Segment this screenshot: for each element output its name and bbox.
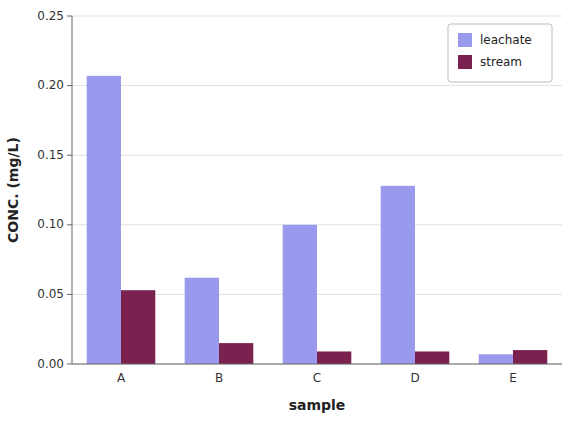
y-tick-label: 0.25 [37,9,64,23]
bar [87,76,121,364]
legend: leachate stream [448,24,552,82]
x-tick-label: A [117,371,126,385]
legend-label: stream [480,55,522,69]
tick-mark [67,16,72,17]
bar [185,278,219,364]
y-tick-label: 0.15 [37,148,64,162]
grid-line [72,85,562,86]
tick-mark [67,85,72,86]
y-axis-label: CONC. (mg/L) [5,137,21,243]
tick-mark [67,224,72,225]
x-axis-line [72,364,562,365]
x-tick-label: E [509,371,517,385]
chart: 0.00 0.05 0.10 0.15 0.20 0.25 A B C D Esample CONC.… [0,0,578,422]
bar [121,290,155,364]
legend-label: leachate [480,33,532,47]
y-tick-label: 0.10 [37,217,64,231]
bar [317,351,351,364]
bar [479,354,513,364]
y-tick-label: 0.20 [37,78,64,92]
tick-mark [67,155,72,156]
y-tick-label: 0.00 [37,357,64,371]
grid-line [72,364,562,365]
tick-mark [67,364,72,365]
grid-line [72,16,562,17]
x-tick-label: C [313,371,321,385]
bar [513,350,547,364]
bar [381,186,415,364]
bar [415,351,449,364]
legend-swatch [458,55,472,69]
x-tick-label: D [410,371,419,385]
y-tick-label: 0.05 [37,287,64,301]
legend-swatch [458,33,472,47]
legend-box [448,24,552,82]
tick-mark [67,294,72,295]
grid-line [72,155,562,156]
bar [219,343,253,364]
y-axis-line [72,16,73,364]
bar [283,225,317,364]
x-axis-label: sample [289,397,346,413]
x-tick-label: B [215,371,223,385]
bars [87,76,548,364]
